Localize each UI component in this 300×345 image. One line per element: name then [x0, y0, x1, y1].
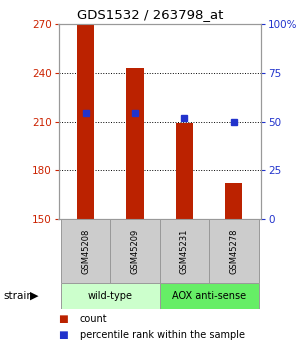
Bar — [77, 24, 94, 219]
Text: ▶: ▶ — [30, 291, 39, 301]
Text: strain: strain — [3, 291, 33, 301]
Text: wild-type: wild-type — [88, 291, 133, 301]
Bar — [160, 283, 259, 309]
Bar — [61, 219, 110, 283]
Bar — [209, 219, 259, 283]
Text: GSM45208: GSM45208 — [81, 228, 90, 274]
Text: AOX anti-sense: AOX anti-sense — [172, 291, 246, 301]
Bar — [160, 219, 209, 283]
Text: ■: ■ — [58, 330, 68, 340]
Text: GSM45209: GSM45209 — [130, 228, 140, 274]
Bar — [225, 183, 242, 219]
Text: ■: ■ — [58, 314, 68, 324]
Bar — [176, 123, 193, 219]
Bar — [61, 283, 160, 309]
Text: percentile rank within the sample: percentile rank within the sample — [80, 330, 244, 340]
Text: count: count — [80, 314, 107, 324]
Bar — [110, 219, 160, 283]
Text: GSM45278: GSM45278 — [229, 228, 238, 274]
Text: GDS1532 / 263798_at: GDS1532 / 263798_at — [77, 8, 223, 21]
Bar — [126, 68, 144, 219]
Text: GSM45231: GSM45231 — [180, 228, 189, 274]
